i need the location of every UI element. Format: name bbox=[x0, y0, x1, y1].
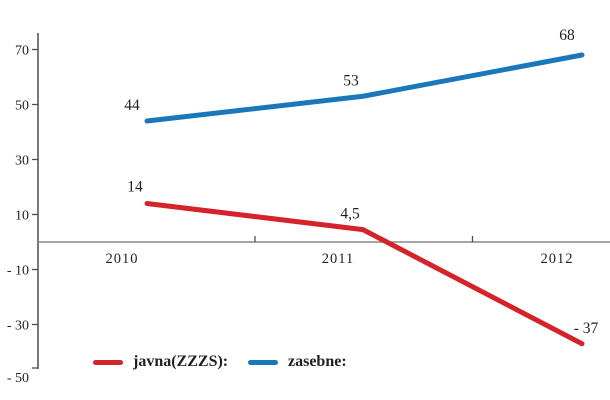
y-tick-label: 10 bbox=[15, 209, 29, 224]
y-tick-label: - 30 bbox=[7, 319, 29, 334]
legend-swatch-zasebne bbox=[248, 359, 278, 365]
chart-legend: javna(ZZZS): zasebne: bbox=[0, 351, 610, 373]
y-tick-label: - 10 bbox=[7, 264, 29, 279]
y-tick-label: - 50 bbox=[7, 371, 29, 386]
legend-item-javna: javna(ZZZS): bbox=[93, 351, 228, 373]
series-line-javna bbox=[144, 201, 585, 347]
data-label-javna: 4,5 bbox=[340, 206, 360, 223]
x-category-label: 2012 bbox=[541, 251, 574, 267]
data-label-zasebne: 44 bbox=[124, 97, 140, 114]
series-line-zasebne bbox=[144, 52, 585, 124]
y-tick-label: 30 bbox=[15, 154, 29, 169]
legend-item-zasebne: zasebne: bbox=[248, 351, 347, 373]
legend-label-javna: javna(ZZZS): bbox=[133, 353, 229, 370]
x-category-label: 2010 bbox=[106, 251, 139, 267]
legend-label-zasebne: zasebne: bbox=[288, 353, 347, 370]
y-tick-label: 70 bbox=[15, 44, 29, 59]
y-tick-label: 50 bbox=[15, 99, 29, 114]
data-label-zasebne: 53 bbox=[343, 72, 359, 89]
legend-swatch-javna bbox=[93, 359, 123, 365]
data-label-javna: 14 bbox=[127, 179, 143, 196]
x-category-label: 2011 bbox=[322, 251, 354, 267]
data-label-javna: - 37 bbox=[574, 320, 599, 337]
data-label-zasebne: 68 bbox=[559, 27, 575, 44]
